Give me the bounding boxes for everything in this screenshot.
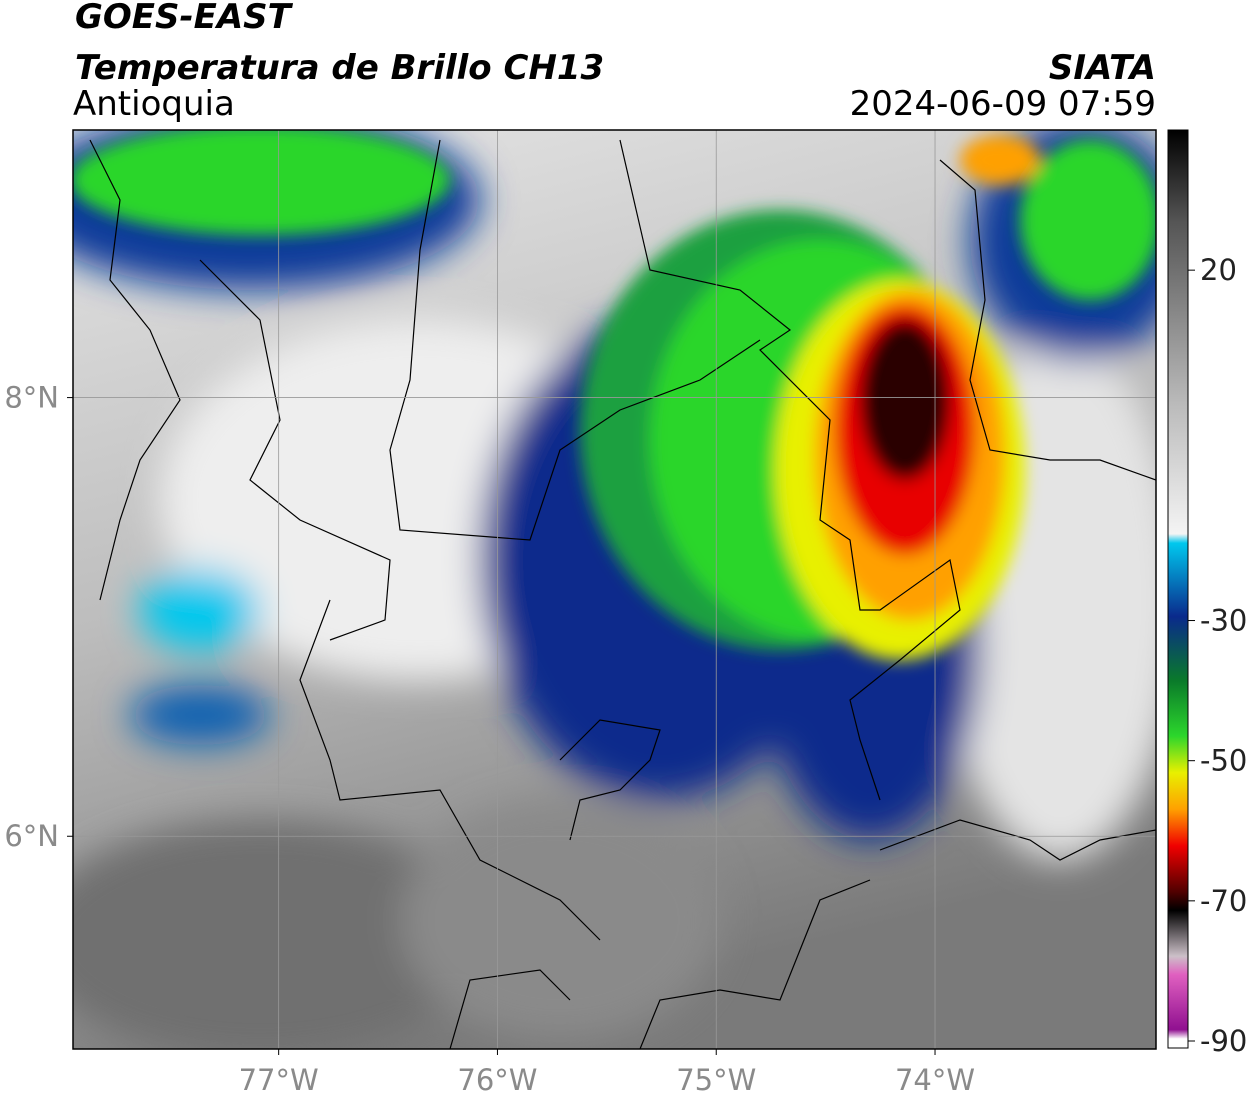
colorbar-tick-label: 20 xyxy=(1200,253,1237,287)
y-tick-label: 8°N xyxy=(4,381,59,415)
satellite-image xyxy=(73,130,1156,1049)
colorbar-tick-label: -30 xyxy=(1200,604,1247,638)
x-tick-label: 76°W xyxy=(457,1063,537,1097)
x-tick-label: 77°W xyxy=(239,1063,319,1097)
map-frame xyxy=(72,129,1157,1050)
subtitle: Temperatura de Brillo CH13 xyxy=(75,48,604,88)
colorbar-tick-label: -70 xyxy=(1200,884,1247,918)
x-tick-label: 75°W xyxy=(676,1063,756,1097)
title: GOES-EAST xyxy=(75,0,294,37)
colorbar-tick-label: -50 xyxy=(1200,744,1247,778)
y-tick-label: 6°N xyxy=(4,819,59,853)
timestamp: 2024-06-09 07:59 xyxy=(850,84,1156,124)
region: Antioquia xyxy=(73,84,235,124)
colorbar xyxy=(1167,129,1189,1049)
source: SIATA xyxy=(1049,48,1156,88)
x-tick-label: 74°W xyxy=(895,1063,975,1097)
colorbar-tick-label: -90 xyxy=(1200,1024,1247,1058)
